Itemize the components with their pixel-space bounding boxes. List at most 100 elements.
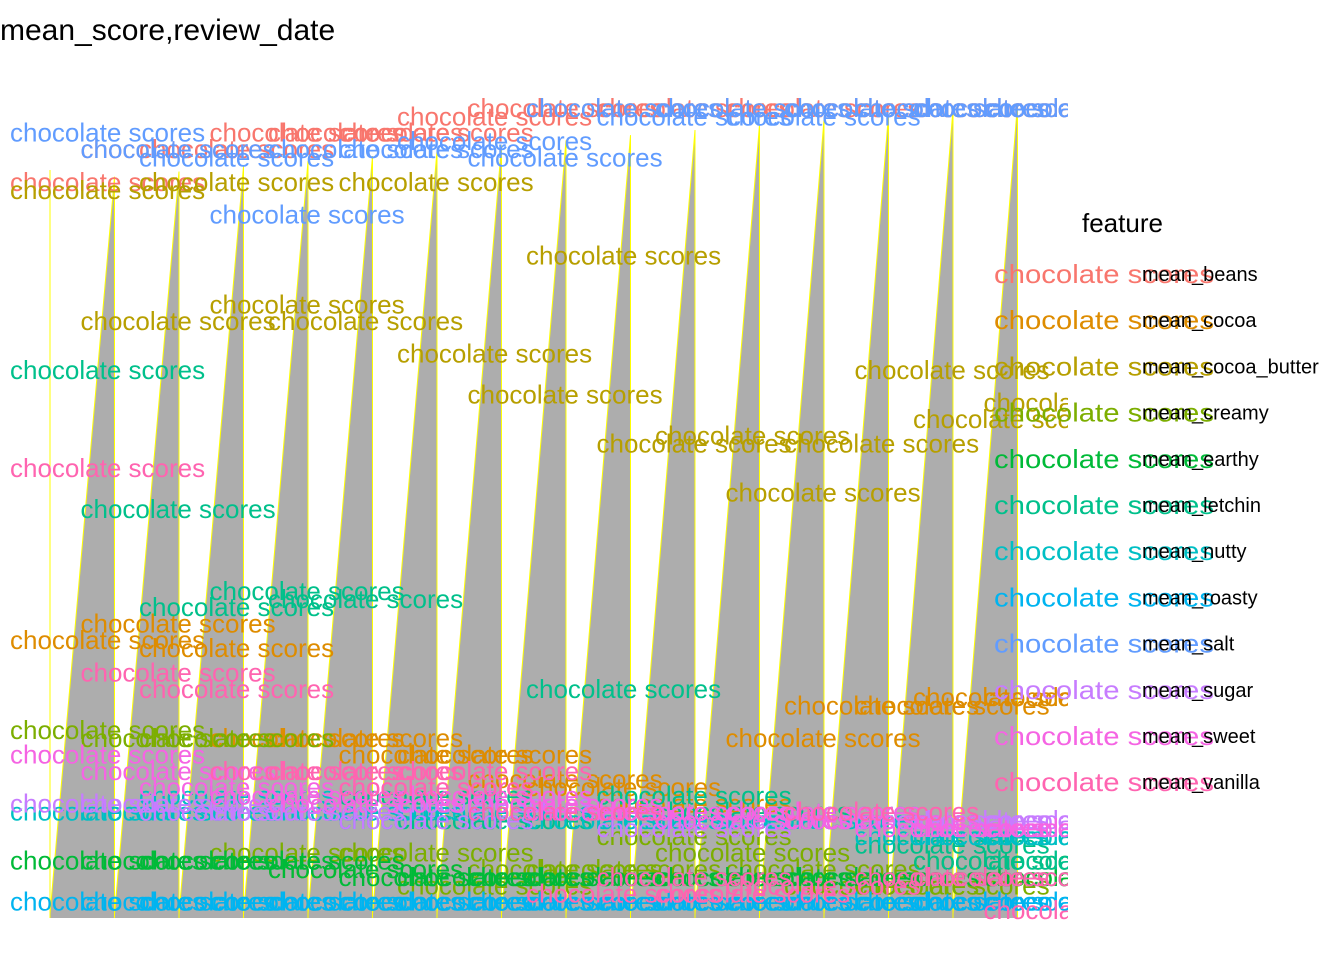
data-label: chocolate scores	[139, 772, 334, 802]
data-label: chocolate scores	[139, 592, 334, 622]
data-label: chocolate scores	[655, 797, 850, 827]
legend-label: mean_beans	[1142, 264, 1258, 286]
data-label: chocolate scores	[210, 290, 405, 320]
legend-label: mean_letchin	[1142, 495, 1261, 517]
data-label: chocolate scores	[210, 780, 405, 810]
data-label: chocolate scores	[397, 870, 592, 900]
data-label: chocolate scores	[397, 339, 592, 369]
data-label: chocolate scores	[984, 895, 1179, 925]
area-edge	[307, 155, 373, 915]
data-label: chocolate scores	[526, 805, 721, 835]
data-label: chocolate scores	[81, 306, 276, 336]
chart-title: mean_score,review_date	[0, 14, 335, 47]
data-label: chocolate scores	[468, 797, 663, 827]
data-label: chocolate scores	[268, 797, 463, 827]
data-label: chocolate scores	[726, 797, 921, 827]
data-label: chocolate scores	[784, 429, 979, 459]
data-label: chocolate scores	[468, 93, 663, 123]
data-label: chocolate scores	[597, 805, 792, 835]
data-label: chocolate scores	[339, 887, 534, 917]
data-label: chocolate scores	[210, 887, 405, 917]
data-label: chocolate scores	[913, 862, 1108, 892]
data-label: chocolate scores	[913, 862, 1108, 892]
data-label: chocolate scores	[526, 797, 721, 827]
data-label: chocolate scores	[655, 93, 850, 123]
data-label: chocolate scores	[210, 838, 405, 868]
area-edge	[243, 161, 309, 915]
data-label: chocolate scores	[468, 379, 663, 409]
data-label: chocolate scores	[468, 887, 663, 917]
data-label: chocolate scores	[139, 723, 334, 753]
data-label: chocolate scores	[784, 887, 979, 917]
data-label: chocolate scores	[139, 797, 334, 827]
data-label: chocolate scores	[339, 167, 534, 197]
data-label: chocolate scores	[726, 797, 921, 827]
data-label: chocolate scores	[855, 805, 1050, 835]
data-label: chocolate scores	[81, 887, 276, 917]
data-label: chocolate scores	[855, 862, 1050, 892]
data-label: chocolate scores	[655, 887, 850, 917]
data-label: chocolate scores	[984, 846, 1179, 876]
data-label: chocolate scores	[913, 846, 1108, 876]
data-label: chocolate scores	[81, 756, 276, 786]
data-label: chocolate scores	[10, 739, 205, 769]
data-label: chocolate scores	[139, 780, 334, 810]
data-label: chocolate scores	[268, 788, 463, 818]
data-label: chocolate scores	[726, 887, 921, 917]
data-label: chocolate scores	[784, 805, 979, 835]
data-label: chocolate scores	[397, 780, 592, 810]
data-label: chocolate scores	[526, 93, 721, 123]
data-label: chocolate scores	[397, 788, 592, 818]
data-label: chocolate scores	[81, 658, 276, 688]
data-label: chocolate scores	[210, 797, 405, 827]
data-label: chocolate scores	[655, 805, 850, 835]
area-edge	[888, 109, 954, 915]
data-label: chocolate scores	[726, 797, 921, 827]
data-label: chocolate scores	[397, 887, 592, 917]
legend: feature chocolate scoresmean_beanschocol…	[994, 208, 1319, 797]
data-label: chocolate scores	[784, 805, 979, 835]
data-label: chocolate scores	[726, 723, 921, 753]
data-label: chocolate scores	[339, 118, 534, 148]
data-label: chocolate scores	[468, 788, 663, 818]
data-label: chocolate scores	[81, 609, 276, 639]
data-label: chocolate scores	[984, 682, 1179, 712]
data-label: chocolate scores	[10, 453, 205, 483]
legend-label: mean_salt	[1142, 634, 1235, 656]
legend-label: mean_earthy	[1142, 449, 1259, 471]
legend-key: chocolate scores	[994, 259, 1214, 289]
data-label: chocolate scores	[10, 167, 205, 197]
data-label: chocolate scores	[526, 674, 721, 704]
data-label: chocolate scores	[784, 805, 979, 835]
data-label: chocolate scores	[397, 756, 592, 786]
legend-key: chocolate scores	[994, 629, 1214, 659]
data-label: chocolate scores	[339, 772, 534, 802]
data-label: chocolate scores	[81, 494, 276, 524]
data-label: chocolate scores	[526, 772, 721, 802]
data-label: chocolate scores	[81, 134, 276, 164]
data-label: chocolate scores	[10, 788, 205, 818]
data-label: chocolate scores	[268, 854, 463, 884]
data-label: chocolate scores	[855, 862, 1050, 892]
data-label: chocolate scores	[655, 805, 850, 835]
data-label: chocolate scores	[913, 93, 1108, 123]
data-label: chocolate scores	[81, 134, 276, 164]
data-label: chocolate scores	[210, 118, 405, 148]
area-edge	[49, 176, 115, 915]
data-label: chocolate scores	[784, 797, 979, 827]
legend-key: chocolate scores	[994, 582, 1214, 612]
data-label: chocolate scores	[139, 887, 334, 917]
data-label: chocolate scores	[984, 93, 1179, 123]
data-label: chocolate scores	[726, 854, 921, 884]
data-label: chocolate scores	[468, 854, 663, 884]
data-label: chocolate scores	[855, 690, 1050, 720]
data-label: chocolate scores	[984, 805, 1179, 835]
data-label: chocolate scores	[726, 805, 921, 835]
data-label: chocolate scores	[397, 797, 592, 827]
data-label: chocolate scores	[210, 756, 405, 786]
data-label: chocolate scores	[468, 862, 663, 892]
data-label: chocolate scores	[855, 93, 1050, 123]
data-label: chocolate scores	[526, 240, 721, 270]
data-label: chocolate scores	[984, 813, 1179, 843]
data-label: chocolate scores	[468, 797, 663, 827]
